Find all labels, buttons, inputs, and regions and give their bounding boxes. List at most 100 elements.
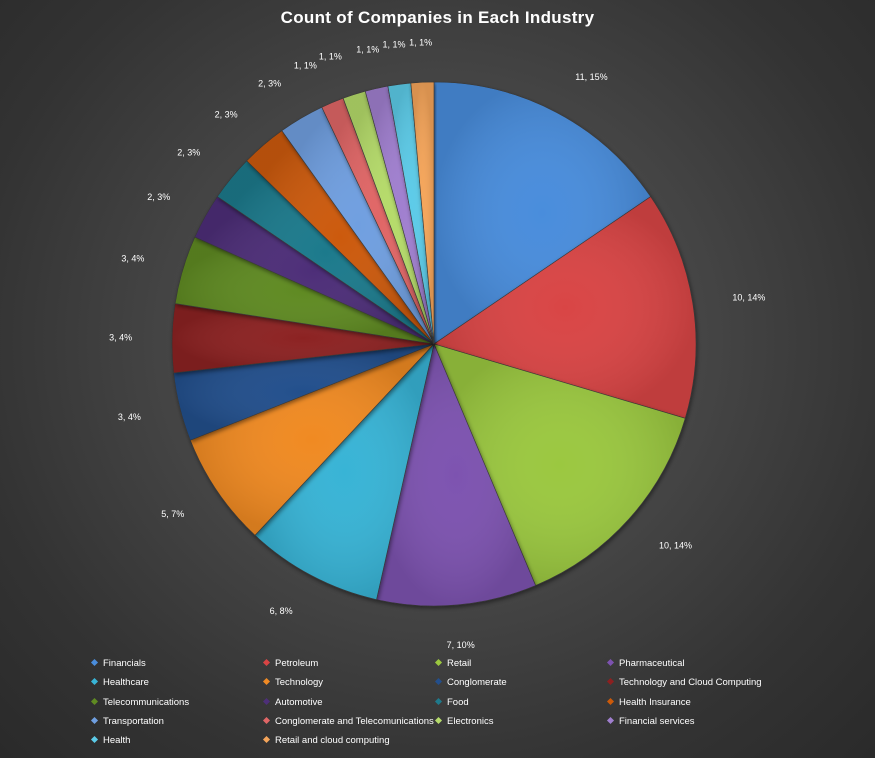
data-label-technology-and-cloud-computing: 3, 4%	[109, 332, 132, 342]
legend-swatch	[434, 697, 443, 705]
data-label-technology: 5, 7%	[161, 509, 184, 519]
legend-swatch	[434, 716, 443, 724]
legend-label: Health Insurance	[619, 696, 691, 708]
data-label-conglomerate-and-telecomunications: 1, 1%	[294, 61, 317, 71]
pie-slice-shading	[434, 82, 651, 344]
legend-label: Food	[447, 696, 469, 708]
data-label-telecommunications: 3, 4%	[121, 253, 144, 263]
data-label-electronics: 1, 1%	[319, 51, 342, 61]
data-label-retail: 10, 14%	[659, 540, 692, 550]
pie-slice-shading	[321, 98, 434, 345]
legend-item-health: Health	[90, 735, 131, 747]
legend-label: Health	[103, 735, 131, 747]
data-label-health-insurance: 2, 3%	[215, 110, 238, 120]
legend-swatch	[90, 678, 99, 686]
pie-slice-shading	[343, 91, 434, 345]
pie-slice-shading	[376, 344, 536, 606]
legend-item-transportation: Transportation	[90, 715, 164, 728]
legend-item-conglomerate-and-telecomunications: Conglomerate and Telecomunications	[262, 715, 434, 728]
legend-swatch	[90, 658, 99, 667]
legend-label: Financials	[103, 658, 146, 669]
legend-swatch	[606, 716, 615, 724]
legend-item-electronics: Electronics	[434, 715, 494, 728]
pie-slice-shading	[365, 86, 434, 344]
pie-slice-shading	[190, 344, 434, 536]
legend-item-financials: Financials	[90, 658, 146, 670]
data-label-healthcare: 6, 8%	[270, 606, 293, 616]
legend-swatch	[90, 697, 99, 705]
pie-chart: 11, 15% 10, 14% 10, 14% 7, 10% 6, 8% 5, 7% 3, …	[109, 37, 765, 650]
legend-label: Transportation	[103, 715, 164, 727]
legend-swatch	[262, 716, 271, 724]
legend-label: Retail	[447, 658, 472, 669]
pie-slice-shading	[434, 196, 697, 419]
legend-label: Conglomerate and Telecomunications	[275, 715, 434, 727]
legend-label: Technology	[275, 677, 324, 689]
data-label-automotive: 2, 3%	[147, 192, 170, 202]
pie-data-labels: 11, 15% 10, 14% 10, 14% 7, 10% 6, 8% 5, 7% 3, …	[109, 37, 765, 650]
pie-slice-retail	[433, 343, 686, 586]
legend-item-financial-services: Financial services	[606, 715, 695, 728]
legend-item-technology-and-cloud-computing: Technology and Cloud Computing	[606, 677, 762, 689]
legend-label: Pharmaceutical	[619, 658, 685, 669]
legend-swatch	[606, 697, 615, 705]
pie-slice-healthcare	[254, 342, 435, 600]
pie-slice-shading	[254, 344, 434, 600]
legend-swatch	[90, 736, 99, 744]
pie-slice-shading	[434, 344, 686, 586]
legend-swatch	[90, 716, 99, 724]
data-label-health: 1, 1%	[382, 40, 405, 50]
legend-item-pharmaceutical: Pharmaceutical	[606, 658, 685, 670]
data-label-conglomerate: 3, 4%	[118, 412, 141, 422]
legend-label: Petroleum	[275, 658, 319, 669]
legend-label: Technology and Cloud Computing	[619, 677, 762, 689]
legend-swatch	[262, 697, 271, 705]
data-label-pharmaceutical: 7, 10%	[447, 640, 475, 650]
pie-slice-retail-and-cloud-computing	[410, 81, 435, 345]
pie-slice-shading	[194, 196, 434, 344]
legend-swatch	[606, 658, 615, 667]
pie-slice-shading	[175, 237, 434, 344]
pie-slice-shading	[172, 303, 434, 373]
pie-slices	[171, 81, 697, 607]
pie-slice-shading	[387, 83, 434, 344]
data-label-petroleum: 10, 14%	[732, 292, 765, 302]
pie-slice-shading	[217, 160, 434, 344]
data-label-food: 2, 3%	[177, 148, 200, 158]
pie-slice-shading	[173, 344, 434, 441]
legend-label: Financial services	[619, 715, 695, 727]
legend-item-health-insurance: Health Insurance	[606, 696, 691, 709]
legend-label: Electronics	[447, 715, 494, 727]
legend-item-healthcare: Healthcare	[90, 677, 149, 689]
data-label-financials: 11, 15%	[575, 72, 607, 82]
legend-item-technology: Technology	[262, 677, 324, 689]
data-label-transportation: 2, 3%	[258, 79, 281, 89]
legend-label: Retail and cloud computing	[275, 735, 390, 747]
legend-label: Automotive	[275, 696, 323, 708]
legend-item-retail: Retail	[434, 658, 472, 670]
legend-swatch	[606, 678, 615, 686]
pie-slice-shading	[246, 130, 434, 344]
legend-label: Conglomerate	[447, 677, 507, 689]
legend-item-retail-and-cloud-computing: Retail and cloud computing	[262, 735, 390, 747]
legend-swatch	[262, 736, 271, 744]
legend-swatch	[262, 678, 271, 686]
legend-label: Healthcare	[103, 677, 149, 689]
legend-swatch	[262, 658, 271, 667]
pie-slice-petroleum	[433, 196, 697, 419]
legend-swatch	[434, 678, 443, 686]
legend-item-conglomerate: Conglomerate	[434, 677, 507, 689]
legend-label: Telecommunications	[103, 696, 190, 708]
legend-swatch	[434, 658, 443, 667]
data-label-financial-services: 1, 1%	[356, 44, 379, 54]
chart-title: Count of Companies in Each Industry	[280, 8, 595, 27]
legend-item-food: Food	[434, 696, 469, 709]
legend-item-automotive: Automotive	[262, 696, 323, 709]
pie-slice-shading	[281, 107, 434, 344]
pie-slice-pharmaceutical	[376, 343, 536, 607]
pie-slice-shading	[410, 82, 434, 344]
pie-slice-technology	[189, 343, 435, 536]
legend-item-petroleum: Petroleum	[262, 658, 319, 670]
legend-item-telecommunications: Telecommunications	[90, 696, 190, 709]
